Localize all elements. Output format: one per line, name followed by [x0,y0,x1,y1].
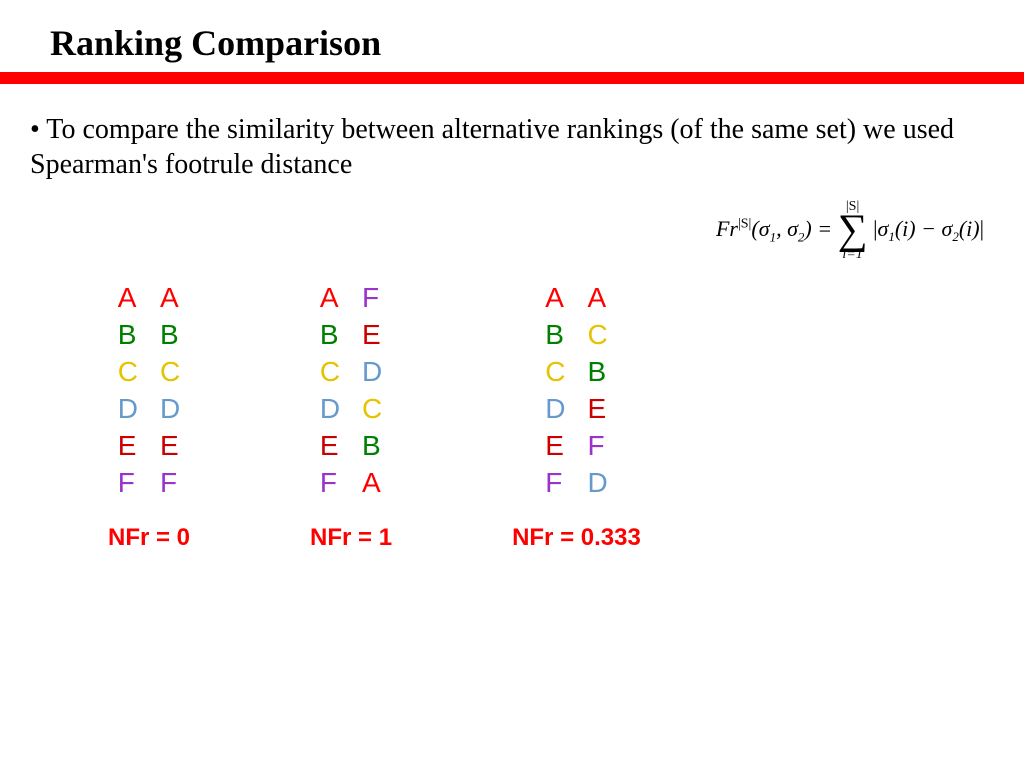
rank-letter: F [545,465,565,502]
page-title: Ranking Comparison [0,0,1024,72]
rank-letter: C [320,354,340,391]
rank-columns: ABCDEFABCDEF [118,280,180,502]
rank-letter: C [587,317,607,354]
rank-letter: E [118,428,138,465]
rank-letter: E [545,428,565,465]
sigma-icon: ∑ [838,214,868,248]
rank-letter: C [545,354,565,391]
formula-lhs-args: (σ1, σ2) [751,216,811,241]
rank-letter: D [160,391,180,428]
rank-letter: D [587,465,607,502]
rank-letter: F [587,428,607,465]
rank-letter: B [362,428,382,465]
title-underline [0,72,1024,84]
rank-letter: F [320,465,340,502]
rank-letter: F [160,465,180,502]
rank-block: ABCDEFFEDCBANFr = 1 [310,280,392,552]
nfr-label: NFr = 0 [108,524,190,552]
rank-columns: ABCDEFFEDCBA [320,280,382,502]
rank-letter: C [160,354,180,391]
rank-letter: F [362,280,382,317]
rank-letter: D [118,391,138,428]
rank-letter: B [587,354,607,391]
rank-letter: A [160,280,180,317]
rank-letter: A [545,280,565,317]
rank-column-right: FEDCBA [362,280,382,502]
rank-letter: E [362,317,382,354]
rank-letter: C [362,391,382,428]
rank-letter: B [545,317,565,354]
rank-column-left: ABCDEF [320,280,340,502]
formula-sum: |S|∑i=1 [838,200,868,262]
rank-column-right: ABCDEF [160,280,180,502]
rank-letter: E [160,428,180,465]
rank-column-left: ABCDEF [118,280,138,502]
rank-letter: D [320,391,340,428]
formula-lhs-sup: |S| [738,217,751,232]
rank-letter: A [320,280,340,317]
rank-letter: C [118,354,138,391]
bullet-text: • To compare the similarity between alte… [0,84,1024,182]
rank-letter: A [118,280,138,317]
rank-letter: B [118,317,138,354]
rank-letter: E [320,428,340,465]
rank-column-right: ACBEFD [587,280,607,502]
rank-letter: D [545,391,565,428]
rank-block: ABCDEFACBEFDNFr = 0.333 [512,280,641,552]
nfr-label: NFr = 1 [310,524,392,552]
rank-letter: D [362,354,382,391]
rankings-area: ABCDEFABCDEFNFr = 0ABCDEFFEDCBANFr = 1AB… [108,280,641,552]
rank-letter: B [320,317,340,354]
rank-letter: F [118,465,138,502]
formula-eq: = [812,216,838,241]
rank-letter: B [160,317,180,354]
rank-letter: E [587,391,607,428]
rank-letter: A [587,280,607,317]
nfr-label: NFr = 0.333 [512,524,641,552]
footrule-formula: Fr|S|(σ1, σ2) = |S|∑i=1 |σ1(i) − σ2(i)| [716,200,984,262]
rank-block: ABCDEFABCDEFNFr = 0 [108,280,190,552]
rank-letter: A [362,465,382,502]
rank-column-left: ABCDEF [545,280,565,502]
rank-columns: ABCDEFACBEFD [545,280,607,502]
formula-lhs-prefix: Fr [716,216,738,241]
